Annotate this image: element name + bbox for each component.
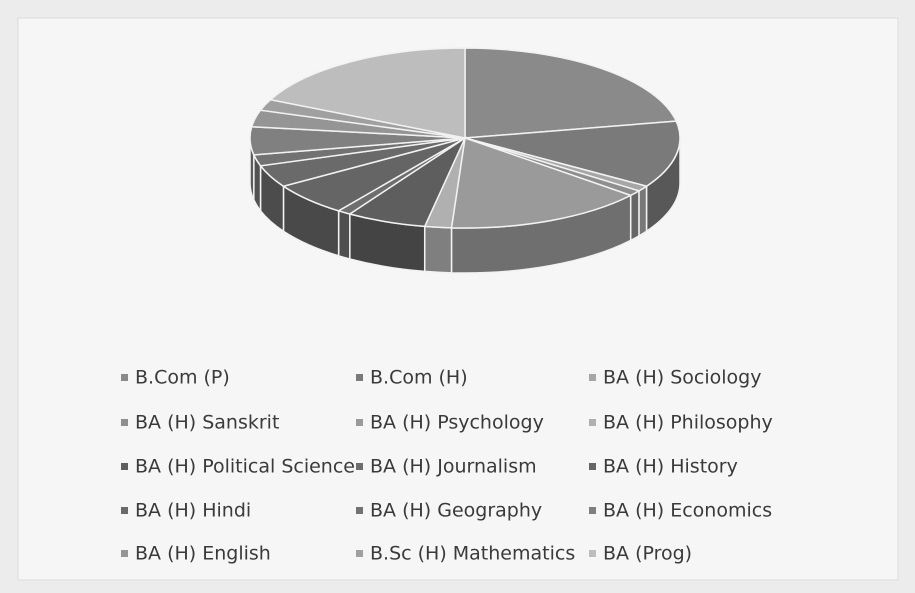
slice [450, 136, 633, 229]
legend-marker [589, 507, 596, 514]
legend-label: BA (H) Journalism [370, 456, 537, 478]
legend-marker [121, 419, 128, 426]
legend-marker [356, 374, 363, 381]
legend-marker [589, 463, 596, 470]
legend-marker [121, 550, 128, 557]
slice [464, 47, 678, 139]
slice-side [337, 209, 351, 260]
legend-label: BA (H) Hindi [135, 500, 251, 522]
legend-marker [589, 419, 596, 426]
legend-label: BA (H) English [135, 543, 271, 565]
legend-label: BA (H) Philosophy [603, 412, 773, 434]
slice-side [423, 225, 453, 274]
legend-label: B.Com (H) [370, 367, 468, 389]
legend-marker [356, 550, 363, 557]
legend-label: BA (H) Sociology [603, 367, 761, 389]
legend-marker [121, 463, 128, 470]
slice [268, 47, 466, 139]
legend-marker [589, 550, 596, 557]
legend-marker [121, 507, 128, 514]
legend-marker [589, 374, 596, 381]
legend-label: BA (H) Sanskrit [135, 412, 279, 434]
legend-label: BA (H) Geography [370, 500, 542, 522]
legend-marker [356, 419, 363, 426]
slice [464, 120, 681, 188]
legend-marker [356, 463, 363, 470]
legend-label: BA (H) Economics [603, 500, 772, 522]
slice-side [638, 184, 648, 238]
legend-marker [356, 507, 363, 514]
legend-label: B.Sc (H) Mathematics [370, 543, 575, 565]
legend-label: BA (H) History [603, 456, 738, 478]
legend-label: BA (Prog) [603, 543, 692, 565]
legend-label: BA (H) Political Science [135, 456, 355, 478]
legend-label: BA (H) Psychology [370, 412, 544, 434]
slice-side [629, 189, 640, 242]
legend-label: B.Com (P) [135, 367, 230, 389]
legend-marker [121, 374, 128, 381]
